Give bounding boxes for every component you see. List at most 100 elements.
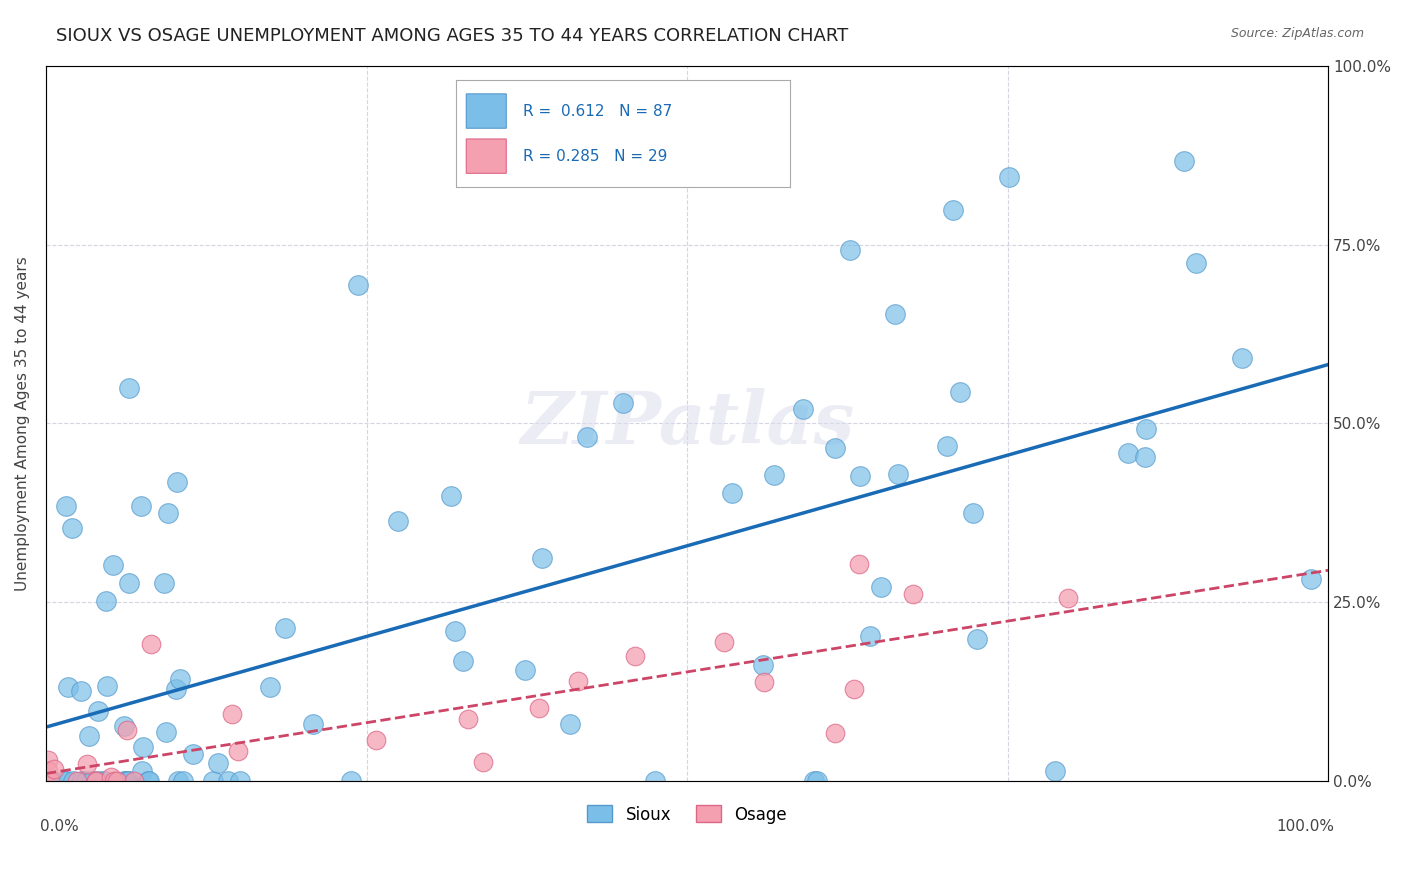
Point — [859, 629, 882, 643]
Point — [644, 774, 666, 789]
Point — [118, 381, 141, 395]
Text: SIOUX VS OSAGE UNEMPLOYMENT AMONG AGES 35 TO 44 YEARS CORRELATION CHART: SIOUX VS OSAGE UNEMPLOYMENT AMONG AGES 3… — [56, 27, 848, 45]
Point — [1135, 422, 1157, 436]
Point — [1230, 351, 1253, 365]
Point — [849, 469, 872, 483]
Point — [259, 680, 281, 694]
Point — [457, 712, 479, 726]
Point — [103, 558, 125, 572]
Point — [217, 774, 239, 789]
Point — [103, 774, 125, 789]
Point — [720, 485, 742, 500]
Point — [62, 774, 84, 789]
Point — [1045, 764, 1067, 779]
Point — [70, 774, 93, 789]
Point — [80, 774, 103, 789]
Point — [52, 774, 75, 789]
Point — [169, 672, 191, 686]
Point — [44, 762, 66, 776]
Point — [1185, 255, 1208, 269]
Point — [94, 594, 117, 608]
Point — [114, 774, 136, 789]
Point — [87, 704, 110, 718]
Point — [55, 499, 77, 513]
Point — [998, 169, 1021, 184]
Point — [844, 682, 866, 697]
Point — [122, 774, 145, 789]
Point — [136, 774, 159, 789]
Point — [60, 520, 83, 534]
Point — [155, 725, 177, 739]
Text: Source: ZipAtlas.com: Source: ZipAtlas.com — [1230, 27, 1364, 40]
Point — [37, 764, 59, 779]
Point — [806, 774, 828, 789]
Point — [713, 634, 735, 648]
Point — [567, 674, 589, 689]
Legend: Sioux, Osage: Sioux, Osage — [581, 798, 793, 830]
Point — [612, 396, 634, 410]
Point — [752, 657, 775, 672]
Point — [752, 675, 775, 690]
Point — [870, 581, 893, 595]
Point — [75, 774, 97, 789]
Point — [273, 621, 295, 635]
Point — [55, 774, 77, 789]
Point — [165, 682, 187, 697]
Y-axis label: Unemployment Among Ages 35 to 44 years: Unemployment Among Ages 35 to 44 years — [15, 256, 30, 591]
Point — [181, 747, 204, 761]
Point — [935, 439, 957, 453]
Point — [558, 716, 581, 731]
Point — [132, 740, 155, 755]
Point — [96, 679, 118, 693]
Point — [41, 774, 63, 789]
Point — [37, 753, 59, 767]
Point — [471, 755, 494, 769]
Point — [792, 402, 814, 417]
Point — [1056, 591, 1078, 606]
Point — [839, 243, 862, 257]
Point — [1301, 572, 1323, 586]
Point — [86, 774, 108, 789]
Point — [65, 774, 87, 789]
Point — [1135, 450, 1157, 465]
Text: 100.0%: 100.0% — [1277, 820, 1334, 834]
Point — [112, 718, 135, 732]
Point — [131, 764, 153, 778]
Point — [69, 684, 91, 698]
Point — [129, 499, 152, 513]
Point — [803, 774, 825, 789]
Point — [112, 774, 135, 789]
Point — [226, 744, 249, 758]
Point — [762, 468, 785, 483]
Point — [444, 624, 467, 638]
Point — [529, 701, 551, 715]
Point — [513, 664, 536, 678]
Point — [229, 774, 252, 789]
Point — [302, 717, 325, 731]
Point — [117, 774, 139, 789]
Point — [58, 680, 80, 694]
Point — [86, 774, 108, 789]
Point — [949, 384, 972, 399]
Point — [207, 756, 229, 770]
Point — [138, 774, 160, 789]
Point — [346, 278, 368, 293]
Point — [575, 430, 598, 444]
Point — [77, 729, 100, 743]
Point — [942, 202, 965, 217]
Point — [141, 637, 163, 651]
Point — [153, 575, 176, 590]
Point — [887, 467, 910, 482]
Point — [903, 587, 925, 601]
Point — [166, 475, 188, 490]
Point — [824, 726, 846, 740]
Point — [117, 774, 139, 789]
Point — [1173, 154, 1195, 169]
Point — [848, 557, 870, 571]
Point — [966, 632, 988, 646]
Point — [962, 507, 984, 521]
Point — [84, 774, 107, 789]
Point — [76, 756, 98, 771]
Point — [167, 774, 190, 789]
Point — [440, 489, 463, 503]
